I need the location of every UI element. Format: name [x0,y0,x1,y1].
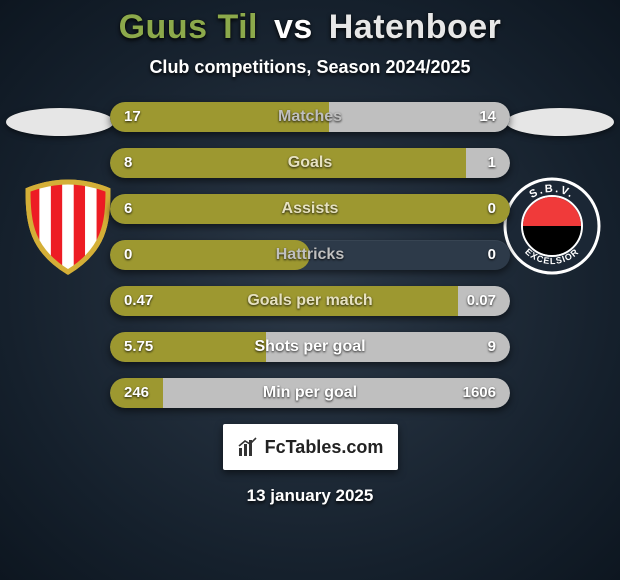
vs-label: vs [274,8,313,46]
stat-row: 60Assists [110,194,510,224]
stat-row: 81Goals [110,148,510,178]
comparison-stage: S.B.V. EXCELSIOR 1714Matches 81Goals 60Ass… [0,102,620,408]
stat-label: Hattricks [110,240,510,270]
stat-row: 5.759Shots per goal [110,332,510,362]
pedestal-left [6,108,114,136]
stat-label: Goals [110,148,510,178]
brand-label: FcTables.com [265,437,384,458]
player2-name: Hatenboer [329,8,502,46]
psv-badge-icon [18,176,118,276]
stat-label: Goals per match [110,286,510,316]
footer-date: 13 january 2025 [0,486,620,506]
psv-badge [18,176,118,276]
page-title: Guus Til vs Hatenboer [0,0,620,47]
stat-row: 0.470.07Goals per match [110,286,510,316]
stat-bars-container: 1714Matches 81Goals 60Assists 00Hattricks 0.… [110,102,510,408]
player1-name: Guus Til [119,8,258,46]
stat-row: 1714Matches [110,102,510,132]
excelsior-badge-icon: S.B.V. EXCELSIOR [502,176,602,276]
stat-label: Shots per goal [110,332,510,362]
stat-label: Assists [110,194,510,224]
stat-label: Min per goal [110,378,510,408]
pedestal-right [506,108,614,136]
chart-icon [237,436,259,458]
subtitle: Club competitions, Season 2024/2025 [0,57,620,78]
excelsior-badge: S.B.V. EXCELSIOR [502,176,602,276]
brand-logo-box[interactable]: FcTables.com [223,424,398,470]
stat-label: Matches [110,102,510,132]
stat-row: 2461606Min per goal [110,378,510,408]
stat-row: 00Hattricks [110,240,510,270]
